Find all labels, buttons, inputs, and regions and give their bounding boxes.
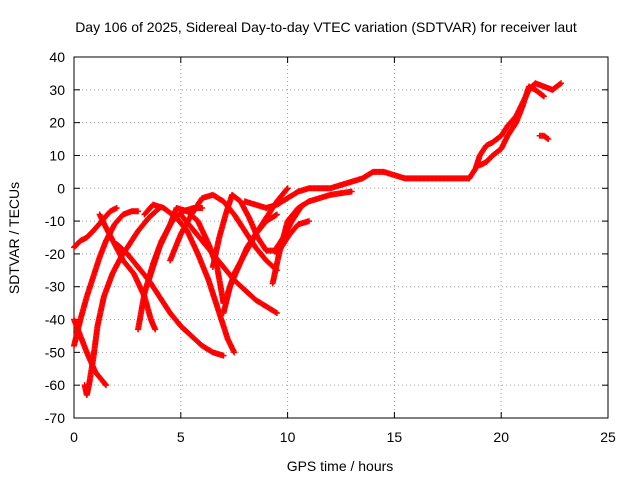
chart-title: Day 106 of 2025, Sidereal Day-to-day VTE… <box>75 19 577 35</box>
data-point <box>558 80 565 87</box>
x-tick-label: 15 <box>387 429 403 445</box>
plot-frame <box>73 56 609 419</box>
series-arc-7 <box>113 241 227 359</box>
y-tick-label: -40 <box>45 312 65 328</box>
y-axis-label: SDTVAR / TECUs <box>6 182 22 294</box>
data-point <box>539 92 546 99</box>
data-point <box>152 326 159 333</box>
series-arc-17 <box>269 188 355 287</box>
y-tick-label: -70 <box>45 410 65 426</box>
y-tick-label: 40 <box>49 49 65 65</box>
y-tick-label: 20 <box>49 115 65 131</box>
y-tick-label: -30 <box>45 279 65 295</box>
y-tick-label: 30 <box>49 82 65 98</box>
x-axis-label: GPS time / hours <box>287 458 394 474</box>
y-tick-label: -10 <box>45 213 65 229</box>
data-point <box>545 136 552 143</box>
data-point <box>220 352 227 359</box>
grid <box>74 57 608 418</box>
data-point <box>348 188 355 195</box>
data-point <box>135 208 142 215</box>
x-tick-label: 0 <box>70 429 78 445</box>
data-point <box>283 186 290 193</box>
y-tick-label: 10 <box>49 147 65 163</box>
y-tick-label: -20 <box>45 246 65 262</box>
series-arc-19 <box>476 83 547 169</box>
x-tick-label: 25 <box>600 429 616 445</box>
data-point <box>305 218 312 225</box>
x-tick-label: 20 <box>493 429 509 445</box>
series-arc-15 <box>241 168 473 211</box>
series-arc-1 <box>71 204 120 251</box>
data-point <box>284 185 291 192</box>
x-tick-label: 10 <box>280 429 296 445</box>
series-arc-20 <box>536 132 552 143</box>
data-point <box>231 349 238 356</box>
data-point <box>102 381 109 388</box>
tick-group: 0 5 10 15 20 25 -70 -60 -50 -40 -30 -20 -10 0 10 20 30 40 <box>45 49 616 445</box>
data-point <box>199 204 206 211</box>
data-point <box>113 204 120 211</box>
series-arc-11 <box>167 191 280 274</box>
y-tick-label: 0 <box>57 180 65 196</box>
data-marks <box>71 80 565 399</box>
series-arc-14 <box>224 185 291 297</box>
y-tick-label: -60 <box>45 377 65 393</box>
y-tick-label: -50 <box>45 344 65 360</box>
series-arc-4 <box>71 208 142 349</box>
data-point <box>556 81 563 88</box>
data-point <box>273 309 280 316</box>
x-tick-label: 5 <box>177 429 185 445</box>
data-point <box>544 135 551 142</box>
series-arc-13 <box>209 191 304 271</box>
data-point <box>540 93 547 100</box>
data-point <box>273 211 280 218</box>
data-point <box>103 382 110 389</box>
